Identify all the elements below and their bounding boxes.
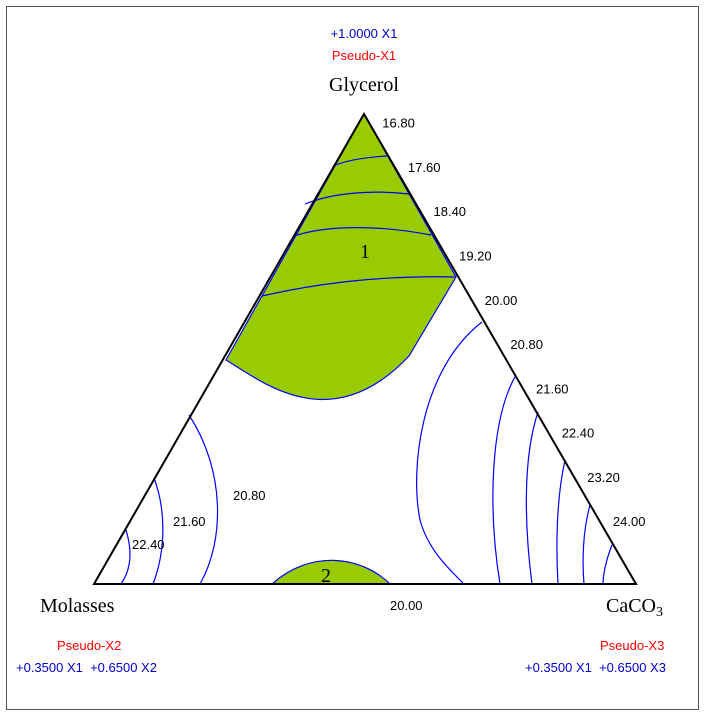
top-coefficients: +1.0000 X1: [331, 26, 398, 41]
edge-label-7: 22.40: [562, 426, 595, 441]
edge-label-6: 21.60: [536, 381, 569, 396]
region-2-area: [270, 559, 392, 585]
contours-left: [120, 414, 219, 585]
caco3-label-main: CaCO: [606, 595, 656, 617]
triangle-outline: [92, 111, 638, 585]
right-coefficients: +0.3500 X1 +0.6500 X3: [525, 660, 666, 675]
contour-21-60: [492, 374, 517, 585]
edge-label-8: 23.20: [587, 470, 620, 485]
caco3-label: CaCO3: [606, 595, 663, 620]
contour-17-60: [332, 155, 388, 167]
edge-contour-labels: 16.80 17.60 18.40 19.20 20.00 20.80 21.60 22.40…: [382, 116, 645, 530]
top-pseudo-label: Pseudo-X1: [332, 48, 396, 63]
edge-label-4: 20.00: [485, 293, 518, 308]
edge-label-9: 24.00: [613, 514, 646, 529]
contour-23-20: [556, 459, 566, 585]
contour-22-40: [525, 411, 539, 585]
interior-label-22-40: 22.40: [132, 537, 165, 552]
glycerol-label: Glycerol: [329, 74, 399, 96]
molasses-label: Molasses: [40, 595, 115, 617]
contour-24-00: [582, 504, 591, 585]
caco3-label-subscript: 3: [656, 605, 663, 620]
left-pseudo-label: Pseudo-X2: [57, 638, 121, 653]
edge-label-3: 19.20: [459, 249, 492, 264]
edge-label-0: 16.80: [382, 116, 415, 131]
interior-label-20-00: 20.00: [390, 598, 423, 613]
contour-19-20: [293, 227, 432, 237]
region-1-label: 1: [360, 241, 370, 263]
interior-label-21-60: 21.60: [173, 514, 206, 529]
region-1-area: [225, 112, 457, 401]
right-pseudo-label: Pseudo-X3: [600, 638, 664, 653]
contour-left-22-40: [120, 529, 131, 585]
contour-24-80: [602, 544, 613, 585]
contour-left-21-60: [152, 477, 164, 585]
region-2-label: 2: [321, 565, 331, 587]
contours-right: [416, 321, 613, 585]
interior-label-20-80: 20.80: [233, 488, 266, 503]
edge-label-5: 20.80: [510, 337, 543, 352]
edge-label-2: 18.40: [434, 204, 467, 219]
contour-20-00: [261, 276, 457, 297]
contour-20-80: [416, 321, 483, 585]
edge-label-1: 17.60: [408, 160, 441, 175]
contour-left-20-80: [188, 414, 219, 585]
left-coefficients: +0.3500 X1 +0.6500 X2: [16, 660, 157, 675]
